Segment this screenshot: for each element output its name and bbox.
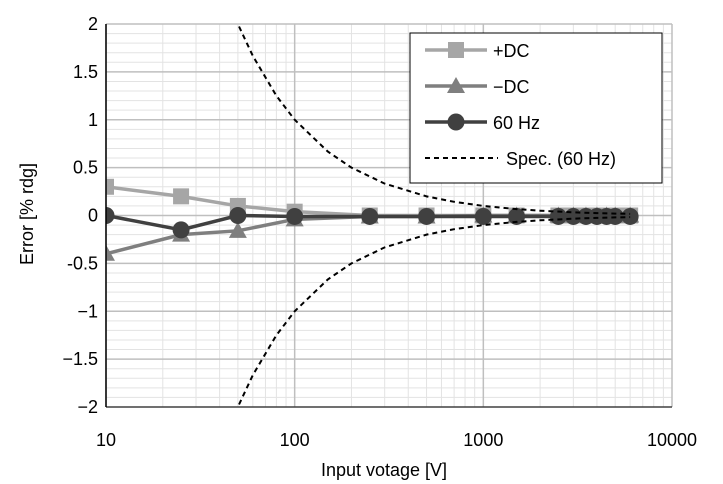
y-tick-label: 0.5	[73, 158, 98, 178]
spec-upper-line	[236, 24, 631, 215]
y-tick-label: -0.5	[67, 253, 98, 273]
y-tick-label: −2	[77, 397, 98, 417]
x-tick-label: 1000	[463, 430, 503, 450]
y-tick-label: 2	[88, 14, 98, 34]
circle-marker	[286, 207, 304, 225]
x-tick-label: 10	[96, 430, 116, 450]
legend: +DC −DC 60 Hz Spec. (60 Hz)	[409, 32, 663, 184]
circle-marker	[447, 113, 465, 131]
legend-label: 60 Hz	[493, 113, 540, 133]
square-marker	[448, 42, 464, 58]
y-tick-label: 1.5	[73, 62, 98, 82]
triangle-marker	[228, 221, 247, 238]
square-marker	[106, 178, 114, 195]
circle-marker	[508, 207, 526, 225]
y-tick-label: 1	[88, 110, 98, 130]
legend-label: +DC	[493, 41, 530, 61]
x-tick-label: 10000	[647, 430, 697, 450]
y-tick-labels: 2 1.5 1 0.5 0 -0.5 −1 −1.5 −2	[62, 14, 98, 417]
series-3	[106, 207, 639, 239]
y-axis-label: Error [% rdg]	[17, 163, 37, 265]
legend-item: +DC	[425, 41, 530, 61]
x-tick-labels: 10 100 1000 10000	[96, 430, 697, 450]
legend-item: −DC	[425, 77, 530, 97]
square-marker	[173, 188, 190, 205]
legend-item: 60 Hz	[425, 113, 540, 133]
circle-marker	[474, 207, 492, 225]
x-axis-label: Input votage [V]	[321, 460, 447, 480]
legend-label: −DC	[493, 77, 530, 97]
circle-marker	[106, 207, 115, 224]
circle-marker	[418, 207, 436, 225]
y-tick-label: 0	[88, 206, 98, 226]
spec-lower-line	[236, 216, 631, 407]
y-tick-label: −1	[77, 301, 98, 321]
legend-label: Spec. (60 Hz)	[506, 149, 616, 169]
circle-marker	[229, 207, 247, 224]
series-layer	[106, 24, 640, 407]
y-tick-label: −1.5	[62, 349, 98, 369]
circle-marker	[621, 207, 639, 225]
circle-marker	[549, 207, 567, 225]
triangle-marker	[106, 244, 115, 261]
series-4	[236, 24, 631, 407]
circle-marker	[172, 221, 190, 239]
triangle-marker	[447, 77, 465, 93]
legend-item: Spec. (60 Hz)	[425, 149, 616, 169]
circle-marker	[361, 207, 379, 225]
x-tick-label: 100	[280, 430, 310, 450]
